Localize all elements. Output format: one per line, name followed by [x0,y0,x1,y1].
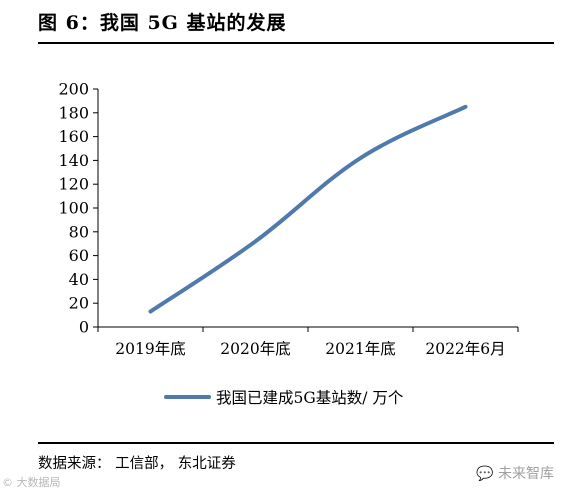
y-tick-label: 180 [58,103,89,122]
line-chart: 0 20 40 60 80 100 120 140 160 180 200 2019年底 2020年底… [58,80,519,407]
chat-bubble-icon: 💬 [476,466,494,482]
top-rule [38,42,554,44]
x-tick-label: 2022年6月 [425,340,505,358]
chart-axes [97,89,518,328]
watermark-right: 💬 未来智库 [476,466,554,482]
y-tick-label: 100 [58,199,89,218]
y-tick-label: 120 [58,175,89,194]
x-tick-label: 2019年底 [115,340,185,358]
y-tick-label: 0 [79,318,89,337]
y-tick-label: 40 [69,270,89,289]
figure-title: 图 6：我国 5G 基站的发展 [38,12,287,34]
y-tick-label: 200 [58,80,89,99]
y-tick-label: 80 [69,222,89,241]
source-note: 数据来源： 工信部， 东北证券 [38,456,236,472]
y-tick-label: 20 [69,294,89,313]
y-tick-label: 60 [69,246,89,265]
series-line [148,104,468,314]
x-tick-label: 2020年底 [220,340,290,358]
x-axis-ticks: 2019年底 2020年底 2021年底 2022年6月 [97,327,519,358]
y-tick-label: 140 [58,151,89,170]
x-tick-label: 2021年底 [325,340,395,358]
legend-label: 我国已建成5G基站数/ 万个 [216,389,404,407]
legend: 我国已建成5G基站数/ 万个 [164,389,404,407]
y-axis-ticks: 0 20 40 60 80 100 120 140 160 180 200 [58,80,98,337]
y-tick-label: 160 [58,127,89,146]
bottom-rule [38,442,554,444]
plot-area [148,104,468,314]
watermark-left: © 大数据局 [2,476,61,489]
